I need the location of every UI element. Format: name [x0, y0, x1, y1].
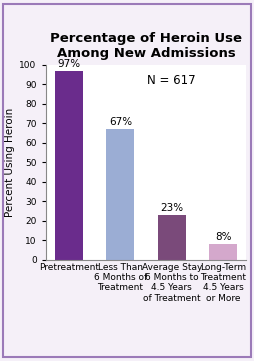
Text: 23%: 23% — [160, 203, 183, 213]
Bar — [209, 244, 237, 260]
Text: N = 617: N = 617 — [147, 74, 196, 87]
Bar — [55, 71, 83, 260]
Text: 8%: 8% — [215, 232, 231, 242]
Text: 97%: 97% — [57, 59, 81, 69]
Title: Percentage of Heroin Use
Among New Admissions: Percentage of Heroin Use Among New Admis… — [50, 32, 242, 60]
Y-axis label: Percent Using Heroin: Percent Using Heroin — [5, 108, 15, 217]
Bar — [106, 129, 134, 260]
Bar — [158, 215, 186, 260]
Text: 67%: 67% — [109, 117, 132, 127]
